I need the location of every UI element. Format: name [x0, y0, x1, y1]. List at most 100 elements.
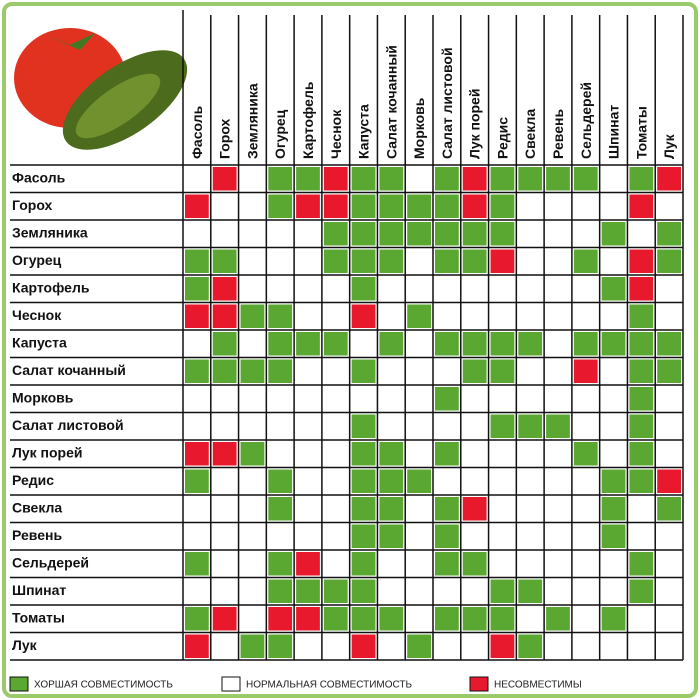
cell	[323, 387, 348, 411]
cell	[490, 524, 515, 548]
cell	[379, 304, 404, 328]
cell	[323, 414, 348, 438]
cell	[518, 304, 543, 328]
cell	[351, 249, 376, 273]
cell	[462, 552, 487, 576]
cell	[546, 442, 570, 466]
legend-swatch	[221, 676, 241, 692]
cell	[212, 607, 237, 631]
cell	[323, 359, 348, 383]
cell	[268, 442, 293, 466]
cell	[490, 634, 515, 658]
cell	[657, 167, 681, 191]
cell	[435, 414, 459, 438]
cell	[323, 552, 348, 576]
column-header: Шпинат	[606, 105, 622, 159]
row-label: Салат листовой	[12, 417, 124, 433]
cell	[185, 194, 209, 218]
cell	[351, 497, 376, 521]
cell	[323, 524, 348, 548]
legend-swatch	[469, 676, 489, 692]
cell	[629, 634, 654, 658]
cell	[546, 249, 570, 273]
cell	[657, 469, 681, 493]
cell	[657, 442, 681, 466]
cell	[296, 414, 320, 438]
cell	[435, 359, 459, 383]
cell	[435, 634, 459, 658]
row-label: Редис	[12, 472, 54, 488]
cell	[240, 607, 265, 631]
column-header: Лук порей	[467, 89, 483, 159]
cell	[573, 579, 598, 603]
cell	[212, 332, 237, 356]
cell	[601, 222, 626, 246]
cell	[629, 497, 654, 521]
cell	[185, 332, 209, 356]
cell	[296, 277, 320, 301]
cell	[379, 222, 404, 246]
cell	[407, 249, 431, 273]
cell	[323, 442, 348, 466]
column-header: Чеснок	[328, 109, 344, 159]
cell	[323, 167, 348, 191]
cell	[518, 414, 543, 438]
cell	[518, 552, 543, 576]
cell	[407, 552, 431, 576]
row-label: Сельдерей	[12, 554, 89, 570]
cell	[379, 387, 404, 411]
cell	[296, 387, 320, 411]
cell	[601, 469, 626, 493]
legend-label: НОРМАЛЬНАЯ СОВМЕСТИМОСТЬ	[246, 680, 413, 691]
cell	[573, 194, 598, 218]
cell	[185, 469, 209, 493]
cell	[490, 167, 515, 191]
column-header: Горох	[217, 118, 233, 159]
cell	[518, 222, 543, 246]
cell	[629, 249, 654, 273]
cell	[351, 359, 376, 383]
column-header: Картофель	[300, 81, 316, 159]
row-label: Земляника	[12, 224, 88, 240]
cell	[546, 497, 570, 521]
cell	[490, 359, 515, 383]
column-header: Ревень	[550, 109, 566, 159]
cell	[601, 167, 626, 191]
cell	[240, 249, 265, 273]
cell	[240, 469, 265, 493]
cell	[435, 579, 459, 603]
cell	[629, 194, 654, 218]
cell	[601, 414, 626, 438]
cell	[573, 359, 598, 383]
cell	[351, 524, 376, 548]
cell	[435, 497, 459, 521]
cell	[379, 469, 404, 493]
cell	[185, 442, 209, 466]
cell	[601, 332, 626, 356]
cell	[296, 524, 320, 548]
cell	[629, 607, 654, 631]
cell	[379, 524, 404, 548]
cell	[296, 497, 320, 521]
cell	[268, 634, 293, 658]
cell	[518, 387, 543, 411]
cell	[351, 304, 376, 328]
cell	[629, 387, 654, 411]
cell	[462, 249, 487, 273]
cell	[185, 222, 209, 246]
cell	[212, 442, 237, 466]
cell	[407, 222, 431, 246]
cell	[462, 579, 487, 603]
cell	[518, 249, 543, 273]
cell	[435, 222, 459, 246]
cell	[407, 442, 431, 466]
cell	[268, 552, 293, 576]
cell	[296, 634, 320, 658]
row-label: Лук	[12, 637, 38, 653]
cell	[573, 249, 598, 273]
cell	[268, 359, 293, 383]
cell	[185, 249, 209, 273]
cell	[601, 442, 626, 466]
row-label: Лук порей	[12, 444, 82, 460]
cell	[296, 222, 320, 246]
